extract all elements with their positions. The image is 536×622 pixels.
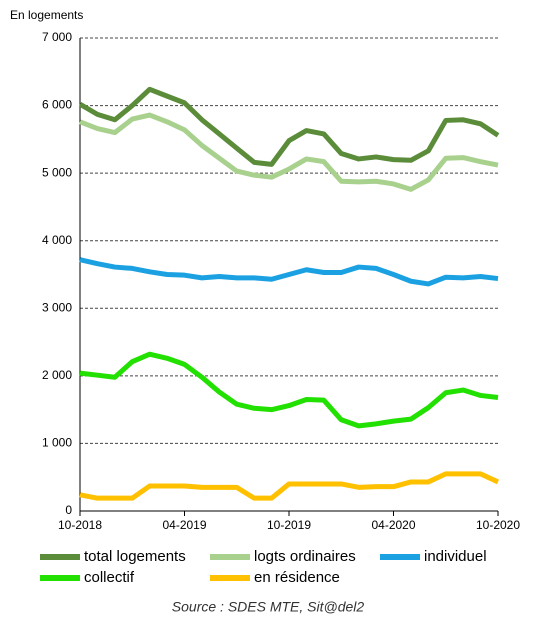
line-series — [79, 351, 499, 429]
x-tick-label: 10-2019 — [267, 518, 311, 532]
y-tick-label: 3 000 — [42, 300, 72, 314]
legend-text: en résidence — [254, 569, 340, 586]
line-series — [79, 112, 499, 192]
legend-text: logts ordinaires — [254, 548, 356, 565]
legend-text: total logements — [84, 548, 186, 565]
y-tick-label: 2 000 — [42, 368, 72, 382]
y-axis-label: En logements — [10, 8, 83, 22]
y-tick-label: 0 — [65, 503, 72, 517]
legend-text: collectif — [84, 569, 135, 586]
x-tick-label: 04-2019 — [162, 518, 206, 532]
x-tick-label: 10-2020 — [476, 518, 520, 532]
y-tick-label: 5 000 — [42, 165, 72, 179]
y-tick-label: 7 000 — [42, 30, 72, 44]
y-tick-label: 1 000 — [42, 436, 72, 450]
y-tick-label: 6 000 — [42, 98, 72, 112]
line-series — [78, 86, 500, 167]
line-series — [79, 471, 500, 501]
y-tick-label: 4 000 — [42, 233, 72, 247]
line-series — [79, 257, 499, 287]
source: Source : SDES MTE, Sit@del2 — [172, 599, 365, 615]
legend-text: individuel — [424, 548, 487, 565]
x-tick-label: 04-2020 — [371, 518, 415, 532]
x-tick-label: 10-2018 — [58, 518, 102, 532]
